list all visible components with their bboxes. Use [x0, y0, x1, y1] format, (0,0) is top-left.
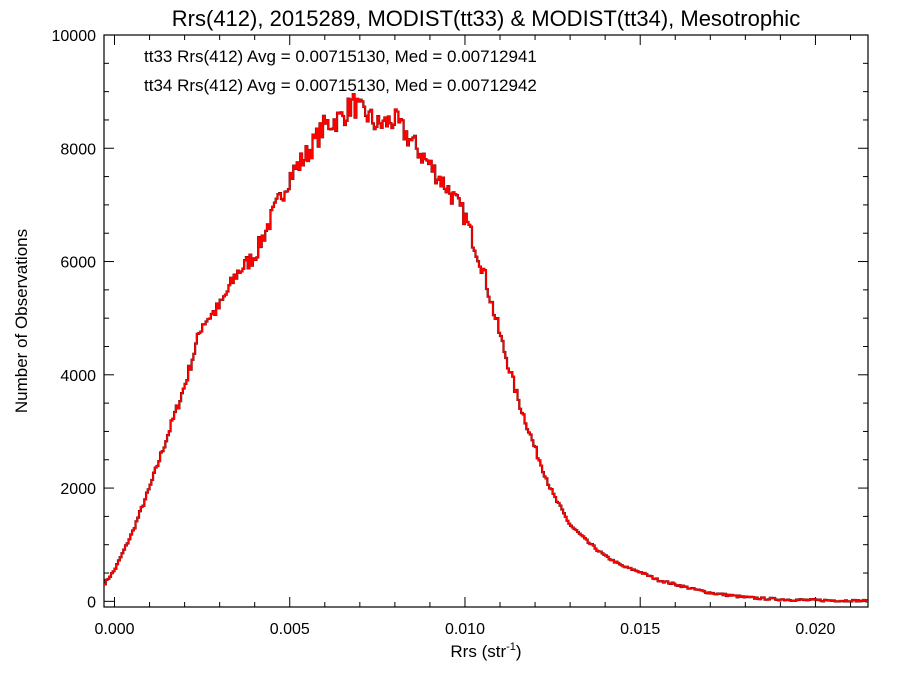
- annotation-tt34: tt34 Rrs(412) Avg = 0.00715130, Med = 0.…: [144, 76, 537, 95]
- x-tick-label: 0.010: [445, 621, 485, 638]
- x-tick-label: 0.005: [270, 621, 310, 638]
- x-axis-label-main: Rrs (str: [450, 642, 506, 661]
- x-axis-label: Rrs (str-1): [450, 641, 521, 661]
- plot-frame: [103, 34, 869, 608]
- y-tick-label: 6000: [60, 255, 96, 272]
- x-axis-ticks: 0.000 0.005 0.010 0.015 0.020: [94, 35, 851, 638]
- y-axis-ticks: 0 2000 4000 6000 8000 10000: [52, 28, 868, 611]
- chart-title: Rrs(412), 2015289, MODIST(tt33) & MODIST…: [172, 6, 800, 31]
- y-axis-label: Number of Observations: [12, 229, 31, 413]
- y-tick-label: 10000: [52, 28, 97, 45]
- series-line-0: [104, 93, 868, 603]
- x-tick-label: 0.015: [620, 621, 660, 638]
- series-layer: [104, 93, 868, 603]
- y-tick-label: 4000: [60, 368, 96, 385]
- x-tick-label: 0.020: [795, 621, 835, 638]
- y-tick-label: 2000: [60, 481, 96, 498]
- x-axis-label-close: ): [516, 642, 522, 661]
- y-tick-label: 8000: [60, 141, 96, 158]
- y-tick-label: 0: [87, 594, 96, 611]
- x-axis-label-superscript: -1: [506, 641, 516, 653]
- x-tick-label: 0.000: [94, 621, 134, 638]
- annotation-tt33: tt33 Rrs(412) Avg = 0.00715130, Med = 0.…: [144, 47, 537, 66]
- series-line-1: [104, 93, 868, 603]
